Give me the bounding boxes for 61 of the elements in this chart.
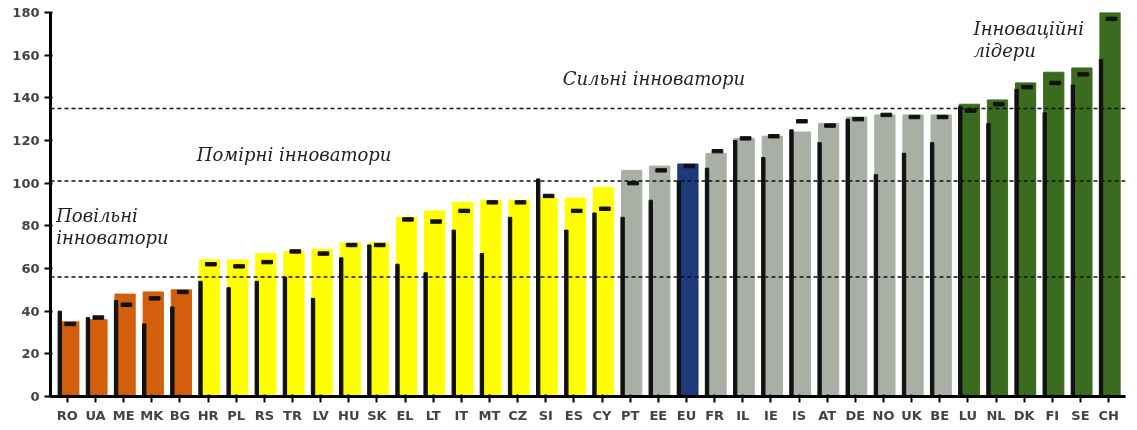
y-tick-label: 120 xyxy=(12,133,40,148)
x-tick-label: RS xyxy=(254,407,275,423)
x-tick-label: IL xyxy=(736,407,750,423)
x-tick-label: RO xyxy=(56,407,78,423)
x-tick-label: IE xyxy=(764,407,778,423)
bar xyxy=(310,297,316,397)
x-tick-label: DE xyxy=(845,407,866,423)
y-tick-label: 100 xyxy=(12,175,40,191)
y-tick-label: 0 xyxy=(30,389,40,404)
x-tick-label: HU xyxy=(338,407,360,423)
x-tick-label: IT xyxy=(454,407,469,423)
x-tick-label: SE xyxy=(1071,407,1090,423)
bar xyxy=(170,306,175,397)
x-tick-label: PL xyxy=(227,407,246,423)
bar xyxy=(226,287,231,397)
y-tick-label: 140 xyxy=(12,90,40,106)
x-tick-label: CY xyxy=(592,407,613,423)
y-tick-label: 160 xyxy=(12,47,40,63)
x-tick-label: UA xyxy=(85,407,106,423)
x-tick-label: UK xyxy=(901,407,923,423)
x-tick-label: ES xyxy=(564,407,584,423)
x-tick-label: PT xyxy=(621,407,640,423)
bar xyxy=(198,280,203,397)
x-tick-label: DK xyxy=(1013,407,1036,423)
x-tick-label: EL xyxy=(396,407,414,423)
x-tick-label: MK xyxy=(140,407,165,423)
y-tick-label: 60 xyxy=(21,261,40,276)
x-tick-label: ME xyxy=(112,407,135,423)
x-tick-label: NL xyxy=(986,407,1006,423)
annotation: Повільні інноватори xyxy=(55,204,169,248)
x-tick-label: FI xyxy=(1045,407,1060,423)
y-tick-label: 20 xyxy=(21,346,40,362)
x-tick-label: BG xyxy=(169,407,191,423)
x-tick-label: EE xyxy=(649,407,668,423)
x-tick-label: CZ xyxy=(508,407,528,423)
x-tick-label: LT xyxy=(425,407,441,423)
x-tick-label: LU xyxy=(958,407,978,423)
x-tick-label: EU xyxy=(676,407,697,423)
bar xyxy=(142,323,147,397)
x-tick-label: FR xyxy=(705,407,725,423)
annotation: Сильні інноватори xyxy=(562,68,746,90)
annotation: Помірні інноватори xyxy=(195,143,392,165)
y-tick-label: 180 xyxy=(12,5,40,20)
y-tick-label: 40 xyxy=(21,303,40,319)
x-tick-label: IS xyxy=(791,407,807,423)
x-tick-label: SK xyxy=(367,407,388,423)
bar xyxy=(254,280,259,397)
x-tick-label: TR xyxy=(283,407,302,423)
x-tick-label: MT xyxy=(478,407,501,423)
bar xyxy=(57,310,62,397)
x-tick-label: LV xyxy=(312,407,329,423)
x-tick-label: NO xyxy=(872,407,895,423)
x-tick-label: AT xyxy=(818,407,837,423)
x-tick-label: SI xyxy=(538,407,553,423)
x-tick-label: CH xyxy=(1098,407,1119,423)
annotation: Інноваційні лідери xyxy=(972,17,1084,61)
bar xyxy=(113,300,119,397)
y-tick-label: 80 xyxy=(21,218,40,234)
x-tick-label: BE xyxy=(930,407,950,423)
x-tick-label: HR xyxy=(197,407,219,423)
bar xyxy=(85,317,91,397)
